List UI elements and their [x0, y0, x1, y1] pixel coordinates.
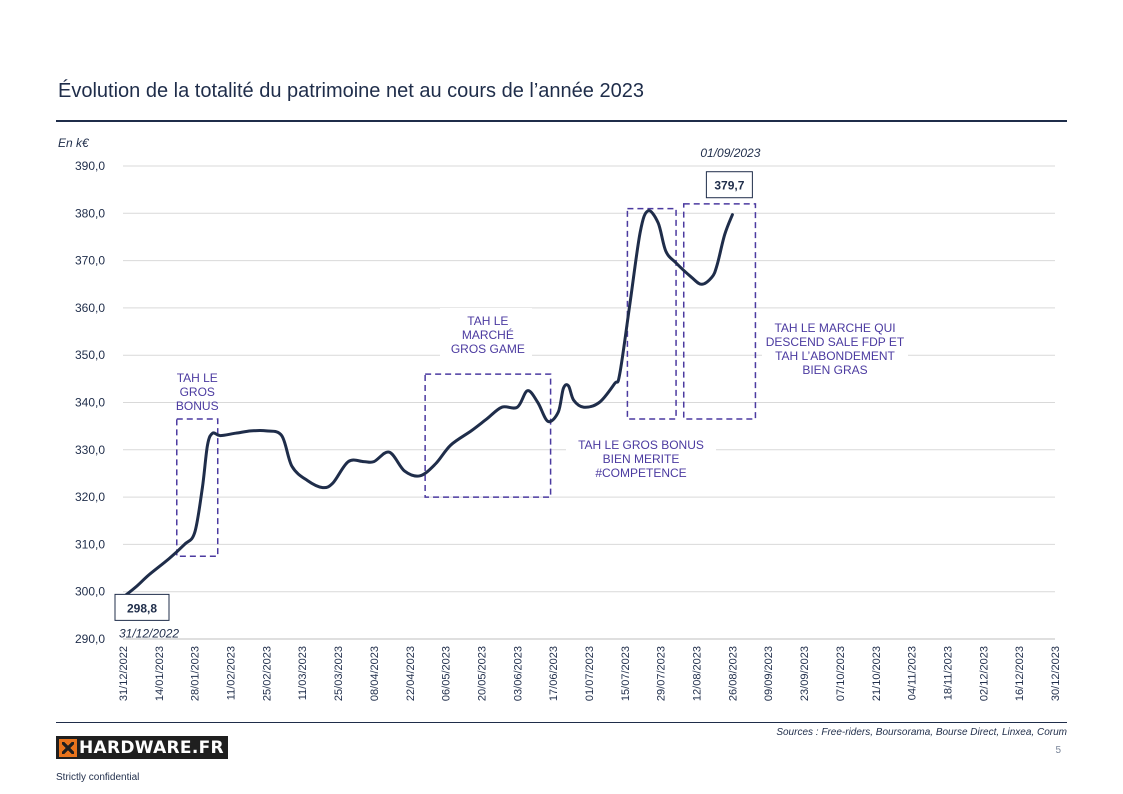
y-tick-label: 360,0	[75, 301, 105, 315]
title-divider	[56, 120, 1067, 122]
start-value-box	[114, 593, 170, 621]
x-tick-label: 25/02/2023	[261, 646, 273, 701]
series-line-patrimoine	[121, 209, 734, 599]
net-worth-line-chart: 390,0 380,0 370,0 360,0 350,0 340,0 330,0 320,0…	[58, 136, 1062, 701]
end-value-box	[705, 171, 753, 199]
x-tick-label: 11/02/2023	[226, 646, 238, 700]
annotation-box-4	[682, 203, 757, 420]
annotation-text-4: BIEN GRAS	[802, 363, 867, 377]
x-tick-label: 31/12/2022	[118, 646, 130, 701]
confidential-note: Strictly confidential	[56, 772, 140, 783]
annotation-box-3	[626, 207, 677, 420]
y-tick-label: 370,0	[75, 254, 105, 268]
x-tick-label: 07/10/2023	[835, 646, 847, 701]
y-tick-label: 290,0	[75, 632, 105, 646]
x-tick-label: 23/09/2023	[799, 646, 811, 701]
annotation-text-3: #COMPETENCE	[595, 466, 686, 480]
annotation-text-1: BONUS	[176, 399, 219, 413]
x-tick-label: 12/08/2023	[692, 646, 704, 701]
page-number: 5	[1055, 745, 1061, 756]
x-tick-label: 29/07/2023	[656, 646, 668, 701]
x-tick-label: 18/11/2023	[942, 646, 954, 700]
y-unit-label: En k€	[58, 136, 90, 150]
start-date-label: 31/12/2022	[119, 626, 179, 640]
annotation-box-2	[424, 373, 552, 498]
y-tick-label: 330,0	[75, 443, 105, 457]
logo-mark-icon	[59, 738, 77, 757]
x-tick-label: 04/11/2023	[907, 646, 919, 700]
x-tick-label: 14/01/2023	[154, 646, 166, 701]
x-tick-label: 25/03/2023	[333, 646, 345, 701]
y-tick-label: 350,0	[75, 348, 105, 362]
y-tick-label: 320,0	[75, 490, 105, 504]
hardware-fr-logo: HARDWARE.FR	[56, 736, 228, 759]
annotation-text-2: GROS GAME	[451, 342, 525, 356]
x-tick-label: 02/12/2023	[978, 646, 990, 701]
x-tick-label: 20/05/2023	[476, 646, 488, 701]
annotation-text-1: GROS	[180, 385, 215, 399]
x-tick-label: 26/08/2023	[727, 646, 739, 701]
y-tick-label: 310,0	[75, 537, 105, 551]
y-tick-label: 300,0	[75, 585, 105, 599]
x-tick-label: 22/04/2023	[405, 646, 417, 701]
annotation-text-1: TAH LE	[177, 371, 218, 385]
annotation-box-1	[176, 418, 219, 557]
end-date-label: 01/09/2023	[700, 146, 760, 160]
x-tick-label: 30/12/2023	[1050, 646, 1062, 701]
y-tick-label: 380,0	[75, 206, 105, 220]
annotation-text-2: MARCHÉ	[462, 327, 514, 342]
y-tick-label: 340,0	[75, 396, 105, 410]
x-tick-label: 17/06/2023	[548, 646, 560, 701]
annotation-text-4: TAH L’ABONDEMENT	[775, 349, 895, 363]
page-title: Évolution de la totalité du patrimoine n…	[58, 80, 644, 102]
end-value-label: 379,7	[714, 179, 744, 193]
footer-divider	[56, 722, 1067, 723]
annotation-bg-3	[566, 434, 716, 480]
annotation-text-4: TAH LE MARCHE QUI	[774, 321, 895, 335]
x-tick-label: 06/05/2023	[441, 646, 453, 701]
annotation-text-4: DESCEND SALE FDP ET	[766, 335, 905, 349]
x-tick-label: 15/07/2023	[620, 646, 632, 701]
annotation-bg-2	[440, 308, 532, 358]
start-value-label: 298,8	[127, 601, 157, 615]
x-tick-label: 11/03/2023	[297, 646, 309, 700]
y-tick-label: 390,0	[75, 159, 105, 173]
x-tick-label: 16/12/2023	[1014, 646, 1026, 701]
logo-text: HARDWARE.FR	[79, 737, 224, 758]
x-tick-label: 09/09/2023	[763, 646, 775, 701]
x-tick-label: 08/04/2023	[369, 646, 381, 701]
x-tick-label: 01/07/2023	[584, 646, 596, 701]
annotation-text-2: TAH LE	[467, 314, 508, 328]
x-tick-label: 03/06/2023	[512, 646, 524, 701]
x-tick-label: 21/10/2023	[871, 646, 883, 701]
annotation-text-3: BIEN MERITE	[603, 452, 680, 466]
annotation-text-3: TAH LE GROS BONUS	[578, 438, 704, 452]
x-tick-label: 28/01/2023	[190, 646, 202, 701]
sources-note: Sources : Free-riders, Boursorama, Bours…	[776, 727, 1067, 738]
annotation-bg-4	[762, 318, 908, 378]
